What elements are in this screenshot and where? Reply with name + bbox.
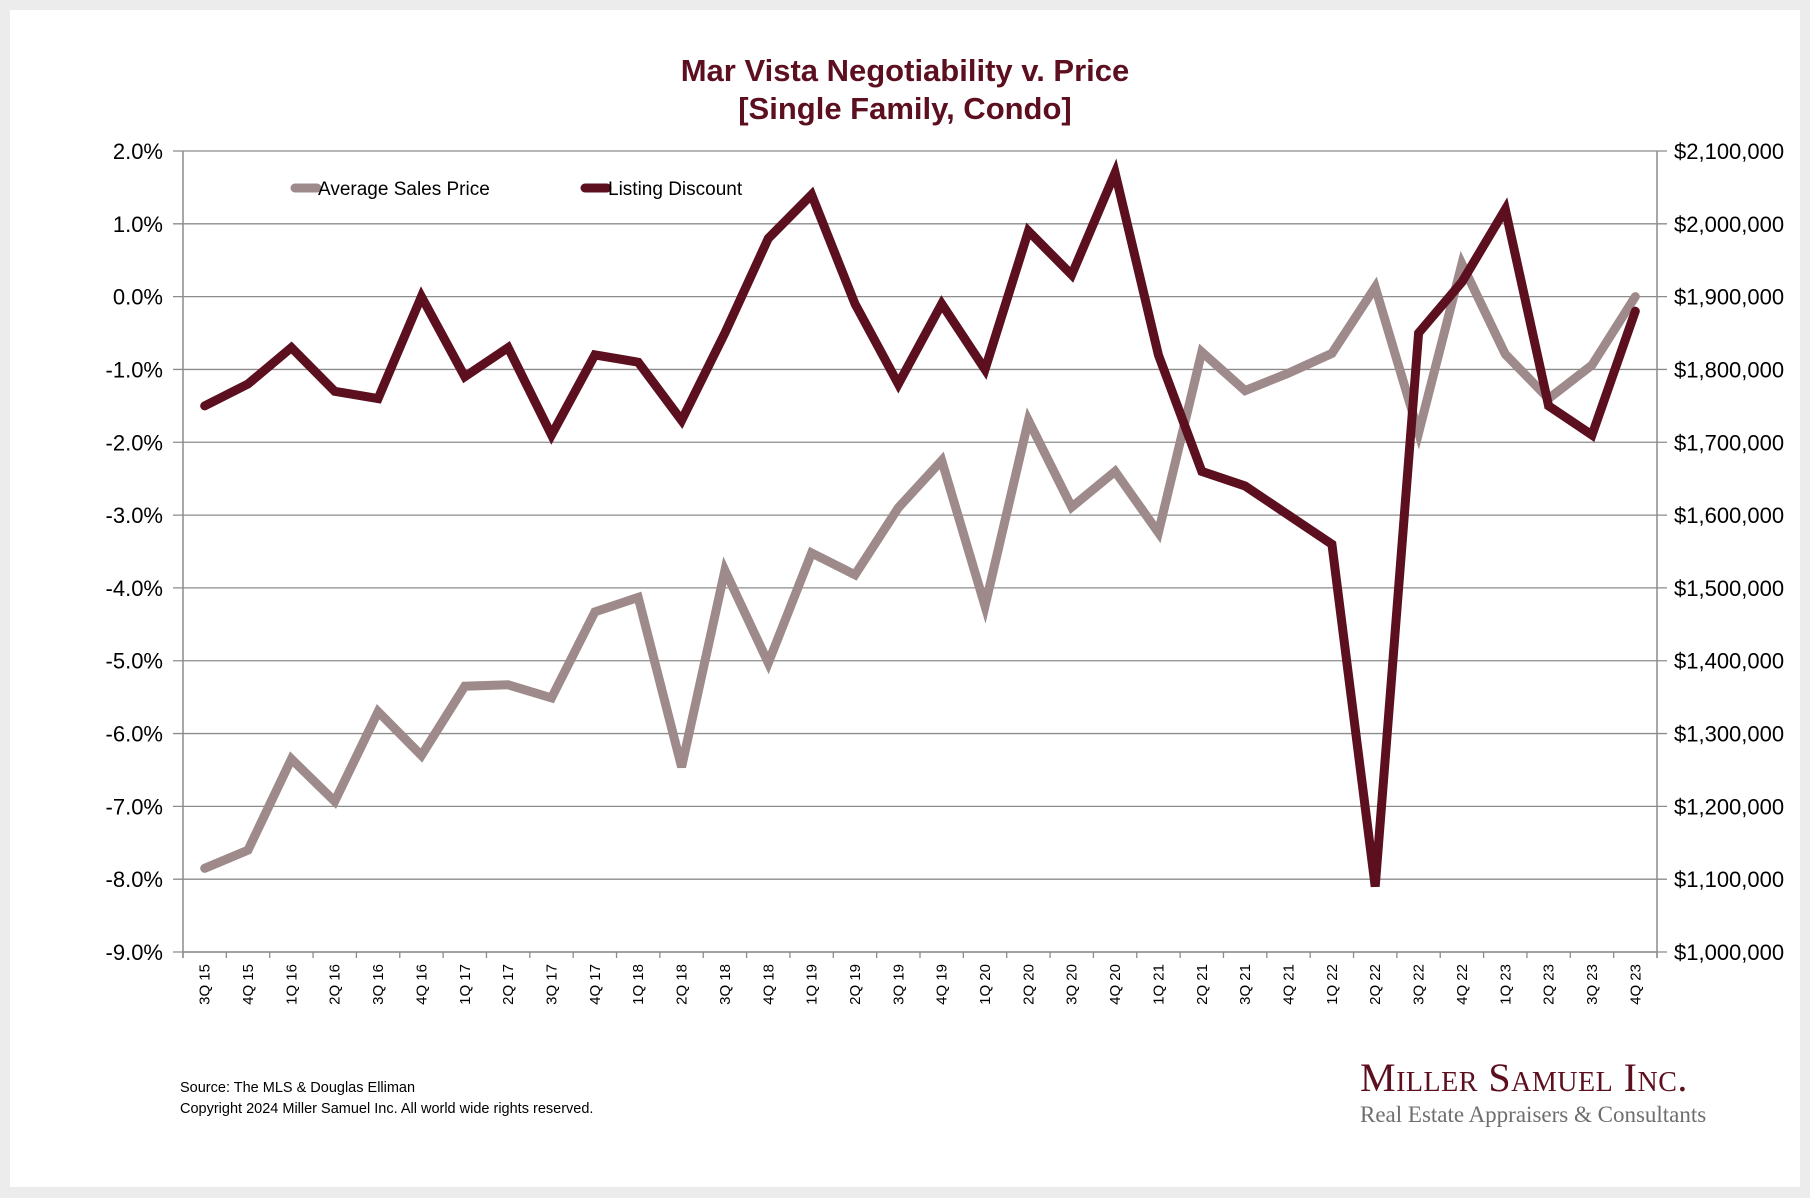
y-left-tick-label: -3.0% (106, 503, 163, 528)
series-lines (200, 158, 1640, 888)
y-right-tick-label: $1,300,000 (1674, 722, 1784, 747)
x-category-label: 1Q 18 (630, 964, 647, 1005)
logo-tagline: Real Estate Appraisers & Consultants (1360, 1102, 1707, 1127)
y-right-tick-label: $1,100,000 (1674, 867, 1784, 892)
x-category-label: 1Q 17 (457, 964, 474, 1005)
x-category-label: 4Q 16 (413, 964, 430, 1005)
x-category-label: 2Q 23 (1541, 964, 1558, 1005)
x-category-label: 1Q 21 (1150, 964, 1167, 1005)
y-left-tick-label: -5.0% (106, 649, 163, 674)
y-right-tick-label: $1,800,000 (1674, 357, 1784, 382)
x-category-label: 1Q 23 (1497, 964, 1514, 1005)
x-category-label: 1Q 16 (283, 964, 300, 1005)
x-category-label: 3Q 23 (1584, 964, 1601, 1005)
series-line-average-sales-price (200, 250, 1640, 873)
logo-name: Miller Samuel Inc. (1360, 1055, 1688, 1100)
chart-title-block: Mar Vista Negotiability v. Price [Single… (0, 52, 1810, 128)
y-right-tick-label: $2,000,000 (1674, 212, 1784, 237)
chart-subtitle: [Single Family, Condo] (738, 91, 1072, 126)
x-category-label: 4Q 17 (587, 964, 604, 1005)
y-right-tick-label: $1,200,000 (1674, 794, 1784, 819)
chart-title: Mar Vista Negotiability v. Price (680, 53, 1130, 88)
y-left-tick-label: -1.0% (106, 357, 163, 382)
x-category-label: 3Q 15 (197, 964, 214, 1005)
legend: Average Sales Price Listing Discount (290, 179, 743, 200)
x-category-label: 3Q 16 (370, 964, 387, 1005)
x-category-label: 2Q 19 (847, 964, 864, 1005)
y-left-tick-label: -9.0% (106, 940, 163, 965)
x-category-label: 2Q 22 (1367, 964, 1384, 1005)
x-category-label: 4Q 15 (240, 964, 257, 1005)
legend-label-average-sales-price: Average Sales Price (318, 179, 490, 200)
y-left-tick-label: 0.0% (113, 285, 163, 310)
x-category-label: 1Q 22 (1324, 964, 1341, 1005)
y-right-tick-label: $1,600,000 (1674, 503, 1784, 528)
x-category-label: 2Q 17 (500, 964, 517, 1005)
y-left-tick-label: -8.0% (106, 867, 163, 892)
y-left-tick-label: -2.0% (106, 430, 163, 455)
x-axis-category-labels: 3Q 15 4Q 15 1Q 16 2Q 16 3Q 16 4Q 16 1Q 17 2Q 17… (197, 964, 1645, 1005)
x-category-label: 1Q 20 (977, 964, 994, 1005)
gridlines (173, 150, 1667, 953)
y-axis-right-ticks: $2,100,000 $2,000,000 $1,900,000 $1,800,000… (1674, 139, 1784, 965)
x-category-label: 3Q 22 (1411, 964, 1428, 1005)
x-category-label: 4Q 19 (934, 964, 951, 1005)
y-right-tick-label: $1,500,000 (1674, 576, 1784, 601)
copyright-text: Copyright 2024 Miller Samuel Inc. All wo… (180, 1101, 594, 1117)
y-right-tick-label: $1,900,000 (1674, 285, 1784, 310)
company-logo: Miller Samuel Inc. Real Estate Appraiser… (1360, 1055, 1720, 1129)
x-category-label: 1Q 19 (804, 964, 821, 1005)
x-category-label: 3Q 21 (1237, 964, 1254, 1005)
y-left-tick-label: 1.0% (113, 212, 163, 237)
x-category-label: 4Q 20 (1107, 964, 1124, 1005)
chart-panel (10, 10, 1800, 1187)
x-category-label: 2Q 21 (1194, 964, 1211, 1005)
x-category-label: 3Q 17 (544, 964, 561, 1005)
y-right-tick-label: $1,000,000 (1674, 940, 1784, 965)
y-left-tick-label: -6.0% (106, 722, 163, 747)
y-right-tick-label: $2,100,000 (1674, 139, 1784, 164)
x-category-label: 4Q 21 (1281, 964, 1298, 1005)
y-axis-left-ticks: 2.0% 1.0% 0.0% -1.0% -2.0% -3.0% -4.0% -5.0% -6.… (106, 139, 163, 965)
source-note: Source: The MLS & Douglas Elliman Copyri… (180, 1078, 593, 1120)
x-category-label: 3Q 20 (1064, 964, 1081, 1005)
y-left-tick-label: -7.0% (106, 794, 163, 819)
series-line-listing-discount (200, 158, 1640, 888)
x-category-label: 3Q 18 (717, 964, 734, 1005)
source-text: Source: The MLS & Douglas Elliman (180, 1080, 416, 1096)
legend-label-listing-discount: Listing Discount (608, 179, 743, 200)
x-category-label: 2Q 16 (327, 964, 344, 1005)
x-category-label: 4Q 23 (1627, 964, 1644, 1005)
y-right-tick-label: $1,700,000 (1674, 430, 1784, 455)
axes (182, 151, 1658, 958)
x-category-label: 2Q 20 (1020, 964, 1037, 1005)
x-category-label: 4Q 18 (760, 964, 777, 1005)
x-category-label: 2Q 18 (674, 964, 691, 1005)
y-left-tick-label: 2.0% (113, 139, 163, 164)
x-category-label: 3Q 19 (890, 964, 907, 1005)
x-category-label: 4Q 22 (1454, 964, 1471, 1005)
y-left-tick-label: -4.0% (106, 576, 163, 601)
y-right-tick-label: $1,400,000 (1674, 649, 1784, 674)
